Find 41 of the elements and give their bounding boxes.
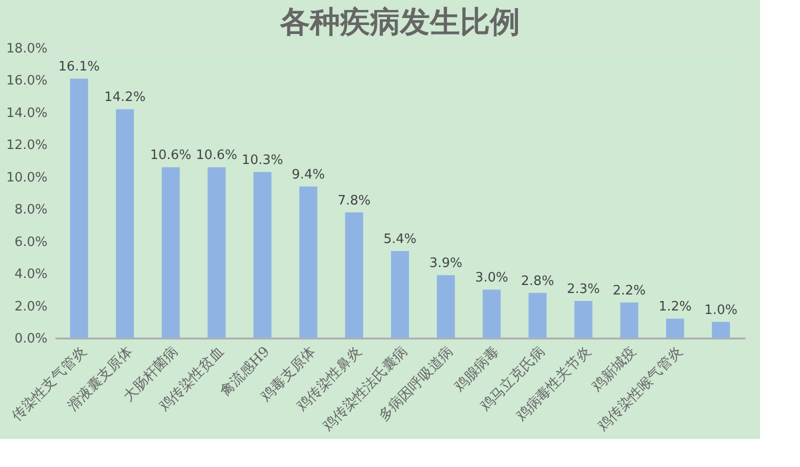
- bar: [391, 251, 409, 338]
- y-tick-label: 2.0%: [14, 299, 48, 314]
- y-tick-label: 0.0%: [14, 332, 48, 346]
- data-label: 2.8%: [521, 274, 554, 289]
- bar: [70, 78, 88, 338]
- y-tick-label: 18.0%: [6, 42, 48, 56]
- data-label: 1.0%: [704, 302, 738, 318]
- bar: [666, 318, 684, 338]
- y-tick-label: 4.0%: [14, 267, 48, 282]
- data-label: 5.4%: [383, 232, 417, 247]
- bar: [528, 292, 547, 338]
- data-label: 9.4%: [292, 168, 325, 183]
- bar: [620, 302, 638, 338]
- bar: [482, 290, 501, 338]
- data-label: 10.6%: [196, 148, 238, 164]
- data-label: 7.8%: [338, 193, 371, 208]
- y-tick-label: 14.0%: [6, 106, 48, 121]
- y-tick-label: 10.0%: [6, 170, 48, 186]
- bar: [345, 212, 364, 338]
- bar: [162, 167, 180, 338]
- data-label: 16.1%: [58, 60, 100, 75]
- data-label: 1.2%: [658, 300, 692, 315]
- data-label: 3.9%: [429, 256, 462, 272]
- data-label: 2.3%: [566, 282, 600, 297]
- bar: [208, 167, 226, 338]
- chart-title: 各种疾病发生比例: [279, 5, 520, 40]
- y-tick-label: 8.0%: [14, 202, 48, 218]
- bar: [253, 172, 272, 338]
- y-tick-label: 12.0%: [6, 138, 48, 154]
- y-tick-label: 16.0%: [6, 74, 48, 89]
- data-label: 14.2%: [104, 90, 146, 106]
- data-label: 10.6%: [150, 148, 192, 164]
- bar: [299, 186, 318, 338]
- bar: [712, 322, 730, 338]
- data-label: 10.3%: [242, 153, 284, 168]
- bar: [436, 275, 455, 338]
- y-tick-label: 6.0%: [14, 234, 48, 250]
- bar: [574, 300, 592, 338]
- data-label: 3.0%: [475, 270, 508, 286]
- bar: [116, 109, 134, 338]
- data-label: 2.2%: [612, 284, 646, 299]
